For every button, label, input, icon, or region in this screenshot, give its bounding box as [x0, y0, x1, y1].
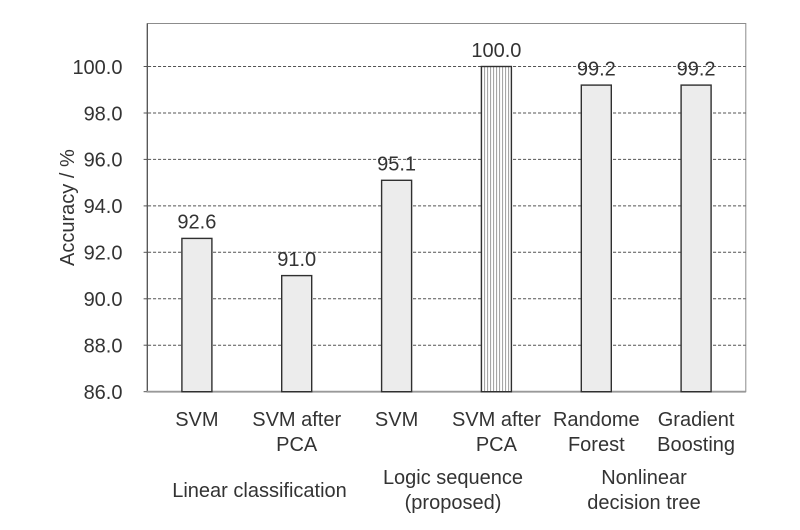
svg-text:92.6: 92.6 [177, 212, 216, 234]
svg-text:86.0: 86.0 [84, 382, 123, 404]
svg-text:Forest: Forest [568, 434, 625, 456]
svg-text:98.0: 98.0 [84, 103, 123, 125]
svg-text:SVM after: SVM after [452, 409, 541, 431]
svg-text:Nonlinear: Nonlinear [601, 467, 687, 489]
svg-text:Gradient: Gradient [658, 409, 735, 431]
svg-text:PCA: PCA [476, 434, 518, 456]
svg-text:96.0: 96.0 [84, 150, 123, 172]
svg-text:(proposed): (proposed) [405, 492, 502, 514]
svg-text:90.0: 90.0 [84, 289, 123, 311]
svg-text:88.0: 88.0 [84, 336, 123, 358]
svg-text:Accuracy / %: Accuracy / % [57, 149, 79, 266]
svg-text:SVM: SVM [175, 409, 218, 431]
svg-text:SVM: SVM [375, 409, 418, 431]
svg-text:100.0: 100.0 [72, 57, 122, 79]
svg-text:PCA: PCA [276, 434, 318, 456]
svg-text:95.1: 95.1 [377, 154, 416, 176]
svg-text:91.0: 91.0 [277, 249, 316, 271]
svg-text:99.2: 99.2 [677, 58, 716, 80]
svg-text:decision tree: decision tree [587, 492, 700, 514]
svg-text:92.0: 92.0 [84, 243, 123, 265]
svg-text:SVM after: SVM after [252, 409, 341, 431]
svg-text:100.0: 100.0 [471, 40, 521, 62]
svg-text:Randome: Randome [553, 409, 640, 431]
svg-text:Logic sequence: Logic sequence [383, 467, 523, 489]
svg-text:99.2: 99.2 [577, 58, 616, 80]
svg-text:Linear classification: Linear classification [172, 480, 347, 502]
svg-text:Boosting: Boosting [657, 434, 735, 456]
svg-text:94.0: 94.0 [84, 196, 123, 218]
